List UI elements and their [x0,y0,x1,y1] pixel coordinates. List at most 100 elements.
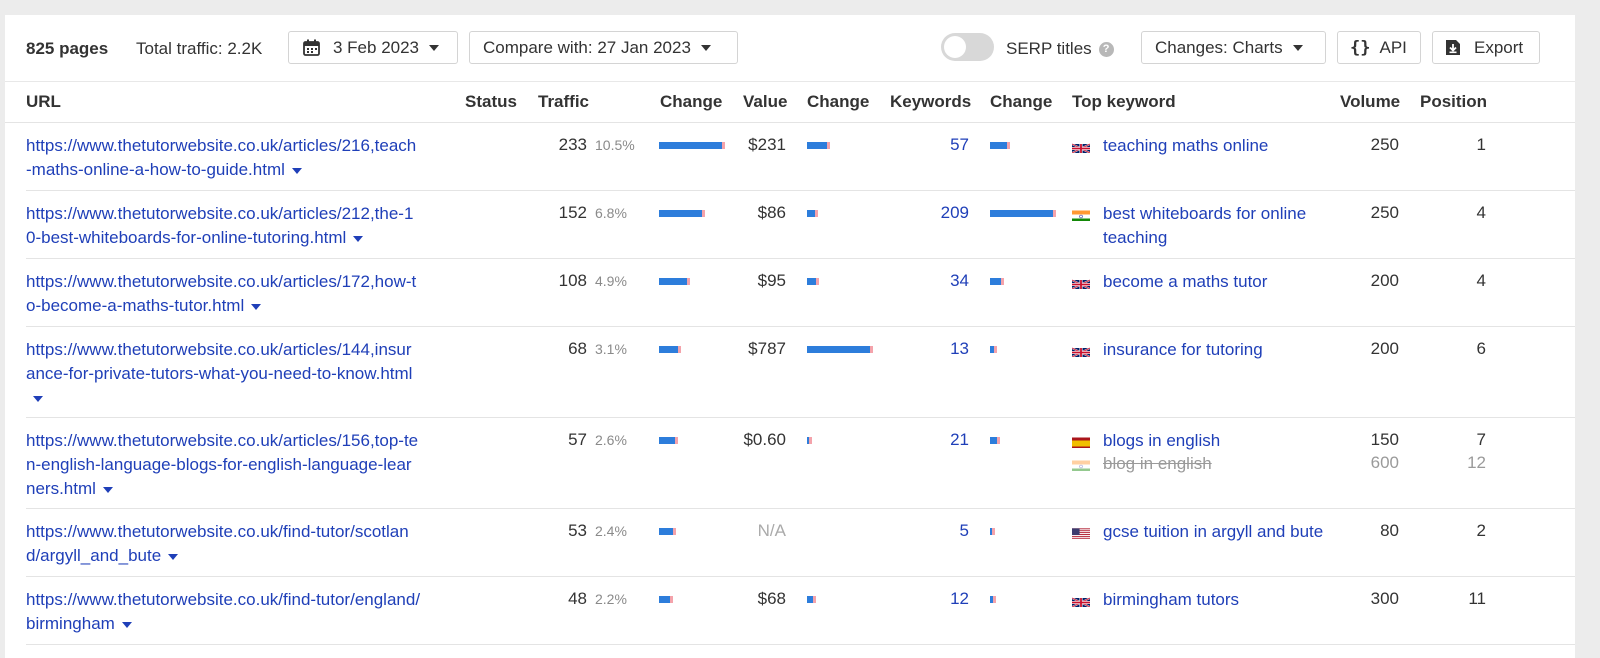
export-label: Export [1474,37,1524,57]
bar-tip [816,278,819,285]
row-url-link[interactable]: https://www.thetutorwebsite.co.uk/articl… [26,431,419,498]
row-divider [26,508,1575,509]
country-flag-icon [1072,276,1090,289]
bar-tip [994,346,997,353]
top-keyword-link[interactable]: insurance for tutoring [1103,340,1263,359]
chevron-down-icon[interactable] [33,395,43,402]
traffic-share: 6.8% [595,205,627,221]
chevron-down-icon [700,44,711,51]
total-traffic: Total traffic: 2.2K [136,39,263,58]
traffic-share: 3.1% [595,341,627,357]
top-keyword-link[interactable]: become a maths tutor [1103,272,1268,291]
date-picker-button[interactable]: 3 Feb 2023 [288,31,458,64]
traffic-share: 2.2% [595,591,627,607]
value-amount: $0.60 [743,430,786,449]
top-keyword-link[interactable]: best whiteboards for online teaching [1103,204,1307,247]
help-icon[interactable]: ? [1098,42,1114,58]
bar-tip [1001,278,1004,285]
bar-tip [687,278,690,285]
column-header-value[interactable]: Value [743,92,788,111]
chevron-down-icon[interactable] [102,486,113,493]
keywords-change-bar [990,437,1000,444]
column-header-position[interactable]: Position [1420,92,1488,111]
chevron-down-icon[interactable] [121,621,132,628]
column-header-traffic-change[interactable]: Change [660,92,723,111]
top-keyword-link[interactable]: teaching maths online [1103,136,1269,155]
traffic-share: 2.4% [595,523,627,539]
serp-titles-label-wrap: SERP titles? [1006,39,1114,59]
chevron-down-icon[interactable] [168,553,179,560]
keywords-change-bar [990,346,997,353]
bar-tip [809,437,812,444]
api-label: API [1379,37,1407,57]
row-url-link[interactable]: https://www.thetutorwebsite.co.uk/find-t… [26,522,409,565]
keyword-position: 12 [1467,453,1486,472]
country-flag-icon [1072,435,1090,448]
column-header-top-keyword[interactable]: Top keyword [1072,92,1176,111]
column-header-traffic[interactable]: Traffic [538,92,590,111]
column-header-volume[interactable]: Volume [1340,92,1401,111]
traffic-value: 108 [558,271,587,290]
row-url-link[interactable]: https://www.thetutorwebsite.co.uk/find-t… [26,590,421,633]
calendar-icon [303,39,320,56]
keywords-count[interactable]: 12 [950,589,969,608]
value-change-bar [807,210,818,217]
row-url-link[interactable]: https://www.thetutorwebsite.co.uk/articl… [26,136,417,179]
row-url-link[interactable]: https://www.thetutorwebsite.co.uk/articl… [26,338,456,410]
traffic-change-bar [659,210,705,217]
keywords-count[interactable]: 21 [950,430,969,449]
column-header-keywords[interactable]: Keywords [890,92,972,111]
keyword-position: 4 [1476,271,1486,290]
chevron-down-icon[interactable] [353,235,364,242]
bar-tip [813,596,816,603]
column-header-keywords-change[interactable]: Change [990,92,1053,111]
traffic-value: 48 [568,589,587,608]
top-keyword-link[interactable]: gcse tuition in argyll and bute [1103,522,1324,541]
serp-titles-label: SERP titles [1006,39,1092,58]
export-button[interactable]: Export [1432,31,1540,64]
value-amount: $86 [757,203,786,222]
bar-tip [992,528,995,535]
row-divider [26,326,1575,327]
keyword-volume: 250 [1370,135,1399,154]
compare-date-button[interactable]: Compare with: 27 Jan 2023 [469,31,738,64]
bar-tip [997,437,1000,444]
bar-tip [827,142,830,149]
keywords-count[interactable]: 5 [959,521,969,540]
top-keyword-link[interactable]: birmingham tutors [1103,590,1240,609]
keywords-change-bar [990,278,1004,285]
keyword-volume: 200 [1370,271,1399,290]
row-url-link[interactable]: https://www.thetutorwebsite.co.uk/articl… [26,204,414,247]
date-label: 3 Feb 2023 [333,37,420,57]
bar-tip [675,437,678,444]
bar-tip [815,210,818,217]
bar-tip [673,528,676,535]
value-change-bar [807,596,816,603]
chevron-down-icon[interactable] [251,303,262,310]
keywords-count[interactable]: 13 [950,339,969,358]
column-header-value-change[interactable]: Change [807,92,870,111]
value-change-bar [807,437,812,444]
traffic-value: 68 [568,339,587,358]
row-url-link[interactable]: https://www.thetutorwebsite.co.uk/articl… [26,272,417,315]
page-count: 825 pages [26,39,109,58]
top-keyword-link[interactable]: blogs in english [1103,431,1221,450]
column-header-status[interactable]: Status [465,92,517,111]
chevron-down-icon[interactable] [291,167,302,174]
compare-label: Compare with: 27 Jan 2023 [483,37,691,57]
traffic-value: 152 [558,203,587,222]
serp-titles-toggle[interactable] [941,33,994,61]
row-divider [26,644,1575,645]
api-button[interactable]: {} API [1337,31,1421,64]
bar-tip [1053,210,1056,217]
top-keyword-link[interactable]: blog in english [1103,454,1212,473]
changes-dropdown[interactable]: Changes: Charts [1141,31,1326,64]
traffic-change-bar [659,528,676,535]
keywords-count[interactable]: 34 [950,271,969,290]
column-header-url[interactable]: URL [26,92,61,111]
bar-tip [1007,142,1010,149]
bar-tip [670,596,673,603]
keywords-count[interactable]: 209 [940,203,969,222]
country-flag-icon [1072,526,1090,539]
keywords-count[interactable]: 57 [950,135,969,154]
